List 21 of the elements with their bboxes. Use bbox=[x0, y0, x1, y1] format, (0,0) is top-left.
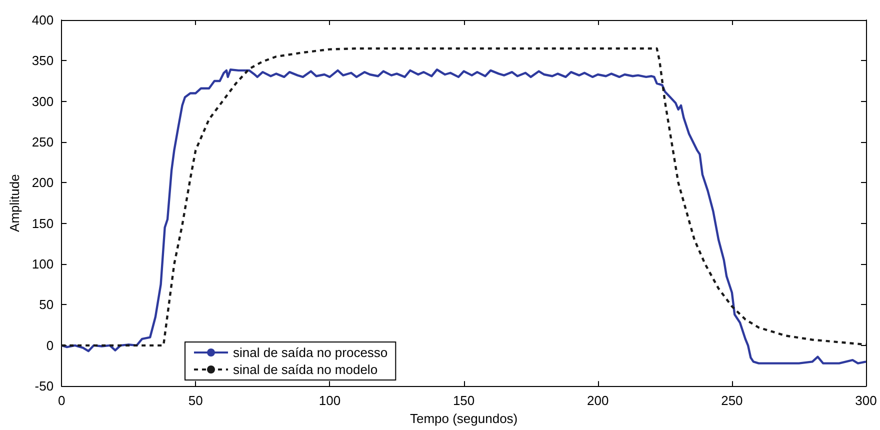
y-tick-label: 350 bbox=[32, 53, 54, 68]
y-tick-label: 300 bbox=[32, 94, 54, 109]
y-axis-title: Amplitude bbox=[7, 174, 22, 232]
x-tick-label: 250 bbox=[721, 393, 743, 408]
x-tick-label: 150 bbox=[452, 393, 475, 408]
y-tick-label: 250 bbox=[32, 134, 54, 150]
y-tick-label: 50 bbox=[39, 297, 54, 312]
x-tick-label: 200 bbox=[587, 393, 609, 408]
x-tick-label: 50 bbox=[188, 393, 203, 408]
y-tick-label: 200 bbox=[32, 175, 54, 190]
y-tick-label: 100 bbox=[32, 256, 54, 272]
x-tick-label: 0 bbox=[58, 393, 66, 408]
y-tick-label: 150 bbox=[32, 216, 54, 231]
legend-label: sinal de saída no processo bbox=[233, 345, 388, 360]
y-tick-label: 0 bbox=[46, 338, 54, 353]
x-tick-label: 300 bbox=[855, 393, 877, 408]
y-tick-label: 400 bbox=[32, 12, 54, 28]
x-tick-label: 100 bbox=[318, 393, 341, 408]
legend-label: sinal de saída no modelo bbox=[233, 362, 378, 377]
x-axis-title: Tempo (segundos) bbox=[410, 411, 518, 426]
y-tick-label: -50 bbox=[34, 378, 54, 394]
